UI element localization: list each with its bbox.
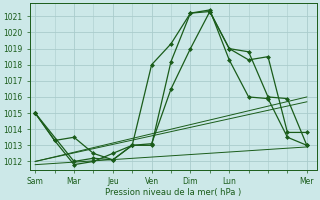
X-axis label: Pression niveau de la mer( hPa ): Pression niveau de la mer( hPa ) [105,188,242,197]
